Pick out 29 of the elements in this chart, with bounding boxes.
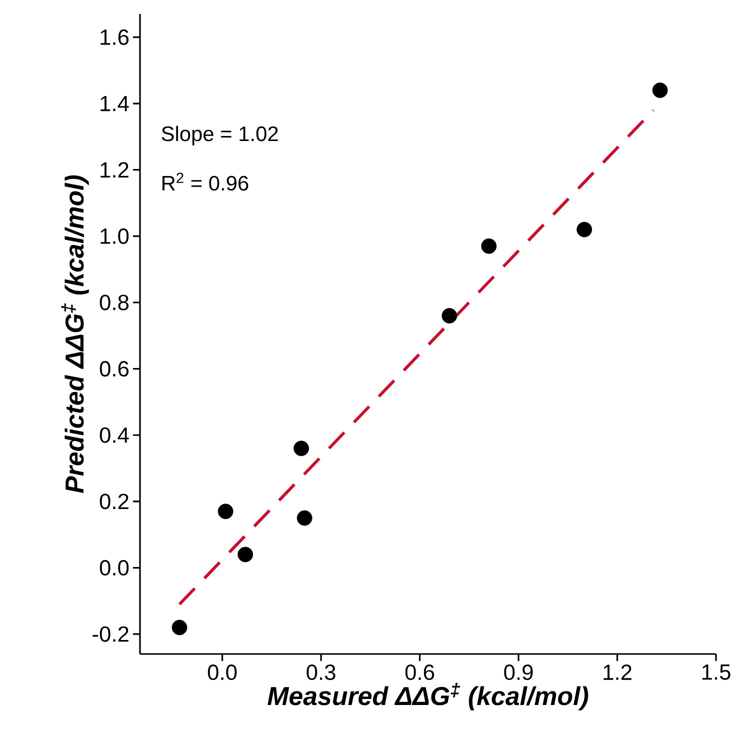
point xyxy=(481,238,497,254)
x-tick-label: 0.9 xyxy=(504,664,533,680)
y-tick-label: 0.0 xyxy=(100,560,129,576)
annotation: Slope = 1.02 xyxy=(162,126,278,146)
point xyxy=(294,440,309,456)
point xyxy=(442,308,458,324)
y-tick-label: 1.0 xyxy=(100,228,129,244)
y-tick-label: 1.4 xyxy=(100,96,129,112)
annotation: R$^{2}$ = 0.96 xyxy=(162,172,248,191)
x-tick-label: 1.5 xyxy=(702,664,730,680)
y-tick-label: 1.6 xyxy=(100,29,129,45)
y-tick-label: 0.6 xyxy=(100,361,129,377)
x-tick-label: 0.3 xyxy=(306,664,336,680)
point xyxy=(218,504,234,520)
y-tick-label: 0.8 xyxy=(100,294,129,310)
point xyxy=(652,82,668,98)
y-tick-label: 1.2 xyxy=(100,162,128,178)
point xyxy=(238,546,254,562)
x-axis-title: Measured ΔΔG$^{‡}$ (kcal/mol) xyxy=(268,682,588,710)
y-tick-label: 0.4 xyxy=(100,427,129,443)
y-tick-label: 0.2 xyxy=(100,494,128,510)
point xyxy=(172,620,188,636)
x-tick-label: 1.2 xyxy=(604,664,632,680)
y-axis-title: Predicted ΔΔG$^{‡}$ (kcal/mol) xyxy=(61,175,89,493)
point xyxy=(576,222,592,238)
x-tick-label: 0.0 xyxy=(208,664,237,680)
x-tick-label: 0.6 xyxy=(405,664,434,680)
y-tick-label: -0.2 xyxy=(92,626,128,642)
point xyxy=(296,510,312,526)
